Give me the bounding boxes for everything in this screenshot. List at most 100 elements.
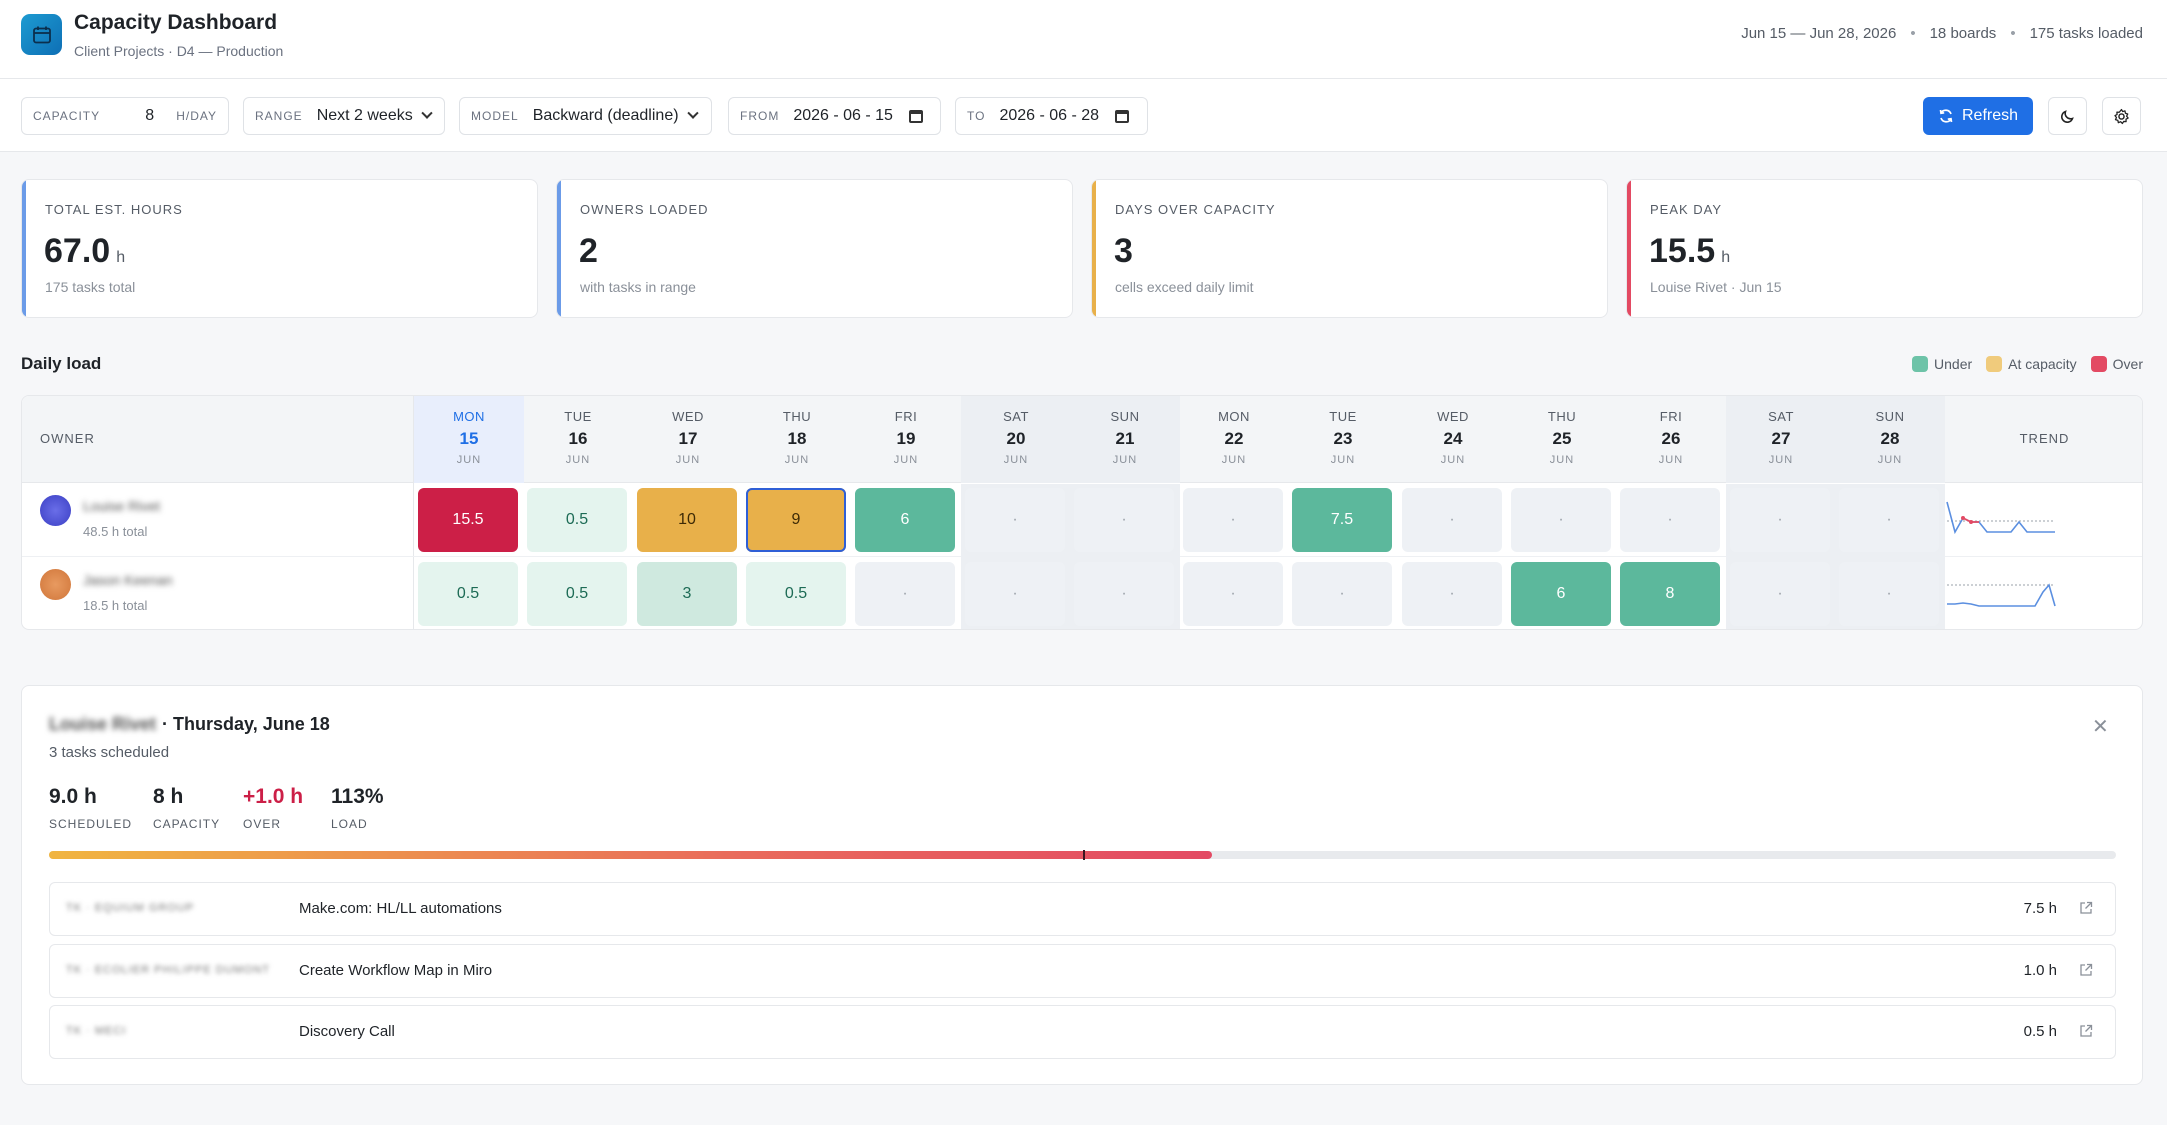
load-cell[interactable]: 3 bbox=[637, 562, 737, 626]
task-row[interactable]: TK · ECOLIER PHILIPPE DUMONT Create Work… bbox=[49, 944, 2116, 998]
task-row[interactable]: TK · MECI Discovery Call 0.5 h bbox=[49, 1005, 2116, 1059]
load-cell-empty[interactable]: · bbox=[1620, 488, 1720, 552]
kpi-label: DAYS OVER CAPACITY bbox=[1115, 202, 1276, 217]
day-header: FRI 26 JUN bbox=[1616, 396, 1726, 483]
load-cell-empty[interactable]: · bbox=[1292, 562, 1392, 626]
capacity-unit: H/DAY bbox=[176, 109, 217, 123]
day-detail-panel: Louise Rivet · Thursday, June 18 3 tasks… bbox=[21, 685, 2143, 1085]
task-row[interactable]: TK · EQUIUM GROUP Make.com: HL/LL automa… bbox=[49, 882, 2116, 936]
day-month: JUN bbox=[893, 454, 919, 466]
load-cell[interactable]: 15.5 bbox=[418, 488, 518, 552]
capacity-label: CAPACITY bbox=[33, 109, 101, 123]
load-cell-empty[interactable]: · bbox=[1511, 488, 1611, 552]
load-cell-empty[interactable]: · bbox=[1183, 562, 1283, 626]
kpi-value-number: 15.5 bbox=[1649, 232, 1716, 270]
load-cell-empty[interactable]: · bbox=[1402, 562, 1502, 626]
load-cell-empty[interactable]: · bbox=[965, 562, 1065, 626]
owner-name: Jason Keenan bbox=[83, 572, 173, 588]
day-month: JUN bbox=[1658, 454, 1684, 466]
legend-label: Under bbox=[1934, 356, 1973, 372]
load-cell-empty[interactable]: · bbox=[855, 562, 955, 626]
task-source: TK · MECI bbox=[66, 1025, 127, 1037]
day-header: THU 25 JUN bbox=[1507, 396, 1617, 483]
load-cell-empty[interactable]: · bbox=[1074, 488, 1174, 552]
calendar-icon[interactable] bbox=[1115, 109, 1130, 123]
model-value: Backward (deadline) bbox=[532, 107, 679, 124]
settings-button[interactable] bbox=[2102, 97, 2141, 135]
load-cell[interactable]: 10 bbox=[637, 488, 737, 552]
day-number: 22 bbox=[1224, 429, 1244, 448]
load-cell-empty[interactable]: · bbox=[965, 488, 1065, 552]
page-subtitle: Client Projects · D4 — Production bbox=[74, 43, 284, 59]
avatar bbox=[40, 569, 71, 600]
external-link-icon[interactable] bbox=[2079, 963, 2093, 977]
day-header: WED 24 JUN bbox=[1398, 396, 1508, 483]
day-header: THU 18 JUN bbox=[742, 396, 852, 483]
capacity-field[interactable]: CAPACITY 8 H/DAY bbox=[21, 97, 229, 135]
header-tasks-count: 175 tasks loaded bbox=[2029, 25, 2143, 42]
load-cell-empty[interactable]: · bbox=[1402, 488, 1502, 552]
trend-line bbox=[1947, 583, 2056, 607]
external-link-icon[interactable] bbox=[2079, 901, 2093, 915]
legend-item-at-capacity: At capacity bbox=[1986, 356, 2077, 372]
legend-label: Over bbox=[2112, 356, 2143, 372]
day-number: 19 bbox=[896, 429, 916, 448]
day-number: 27 bbox=[1771, 429, 1791, 448]
load-cell[interactable]: 6 bbox=[1511, 562, 1611, 626]
load-cell-empty[interactable]: · bbox=[1074, 562, 1174, 626]
model-select[interactable]: MODEL Backward (deadline) bbox=[459, 97, 712, 135]
stat-over: +1.0 h OVER bbox=[243, 785, 303, 831]
owner-cell: Louise Rivet 48.5 h total bbox=[40, 484, 410, 558]
load-cell[interactable]: 9 bbox=[746, 488, 846, 552]
app-header: Capacity Dashboard Client Projects · D4 … bbox=[0, 0, 2167, 79]
from-date-input[interactable]: FROM 2026 - 06 - 15 bbox=[728, 97, 941, 135]
day-header: TUE 23 JUN bbox=[1288, 396, 1398, 483]
load-cell[interactable]: 0.5 bbox=[746, 562, 846, 626]
separator-dot: • bbox=[2010, 25, 2016, 42]
day-header: TUE 16 JUN bbox=[523, 396, 633, 483]
load-cell-empty[interactable]: · bbox=[1730, 488, 1830, 552]
day-number: 23 bbox=[1333, 429, 1353, 448]
to-label: TO bbox=[967, 109, 986, 123]
close-icon[interactable]: ✕ bbox=[2092, 716, 2109, 738]
stat-value: +1.0 h bbox=[243, 785, 304, 808]
day-of-week: TUE bbox=[1329, 409, 1357, 424]
range-select[interactable]: RANGE Next 2 weeks bbox=[243, 97, 445, 135]
model-label: MODEL bbox=[471, 109, 519, 123]
load-cell[interactable]: 0.5 bbox=[527, 488, 627, 552]
capacity-input[interactable]: 8 bbox=[145, 107, 155, 124]
to-date-input[interactable]: TO 2026 - 06 - 28 bbox=[955, 97, 1148, 135]
load-cell[interactable]: 0.5 bbox=[527, 562, 627, 626]
stat-value: 9.0 h bbox=[49, 785, 97, 808]
day-number: 18 bbox=[787, 429, 807, 448]
kpi-value: 15.5 h bbox=[1649, 232, 1730, 271]
calendar-icon[interactable] bbox=[908, 109, 923, 123]
day-month: JUN bbox=[1768, 454, 1794, 466]
kpi-value: 3 bbox=[1114, 232, 1133, 271]
stat-scheduled: 9.0 h SCHEDULED bbox=[49, 785, 132, 831]
load-cell[interactable]: 7.5 bbox=[1292, 488, 1392, 552]
controls-bar: CAPACITY 8 H/DAY RANGE Next 2 weeks MODE… bbox=[0, 79, 2167, 152]
owner-total-hours: 18.5 h total bbox=[83, 598, 148, 613]
external-link-icon[interactable] bbox=[2079, 1024, 2093, 1038]
avatar bbox=[40, 495, 71, 526]
load-cell[interactable]: 8 bbox=[1620, 562, 1720, 626]
day-of-week: SAT bbox=[1003, 409, 1029, 424]
day-of-week: FRI bbox=[1659, 409, 1683, 424]
load-cell[interactable]: 6 bbox=[855, 488, 955, 552]
chevron-down-icon bbox=[686, 107, 699, 119]
day-number: 21 bbox=[1115, 429, 1135, 448]
load-cell-empty[interactable]: · bbox=[1730, 562, 1830, 626]
load-cell-empty[interactable]: · bbox=[1183, 488, 1283, 552]
day-month: JUN bbox=[1112, 454, 1138, 466]
load-cell[interactable]: 0.5 bbox=[418, 562, 518, 626]
owner-name: Louise Rivet bbox=[83, 498, 161, 514]
refresh-button[interactable]: Refresh bbox=[1923, 97, 2033, 135]
dark-mode-toggle[interactable] bbox=[2048, 97, 2087, 135]
day-of-week: FRI bbox=[894, 409, 918, 424]
load-cell-empty[interactable]: · bbox=[1839, 562, 1939, 626]
kpi-value-number: 2 bbox=[579, 232, 598, 270]
load-cell-empty[interactable]: · bbox=[1839, 488, 1939, 552]
from-label: FROM bbox=[740, 109, 780, 123]
day-month: JUN bbox=[675, 454, 701, 466]
